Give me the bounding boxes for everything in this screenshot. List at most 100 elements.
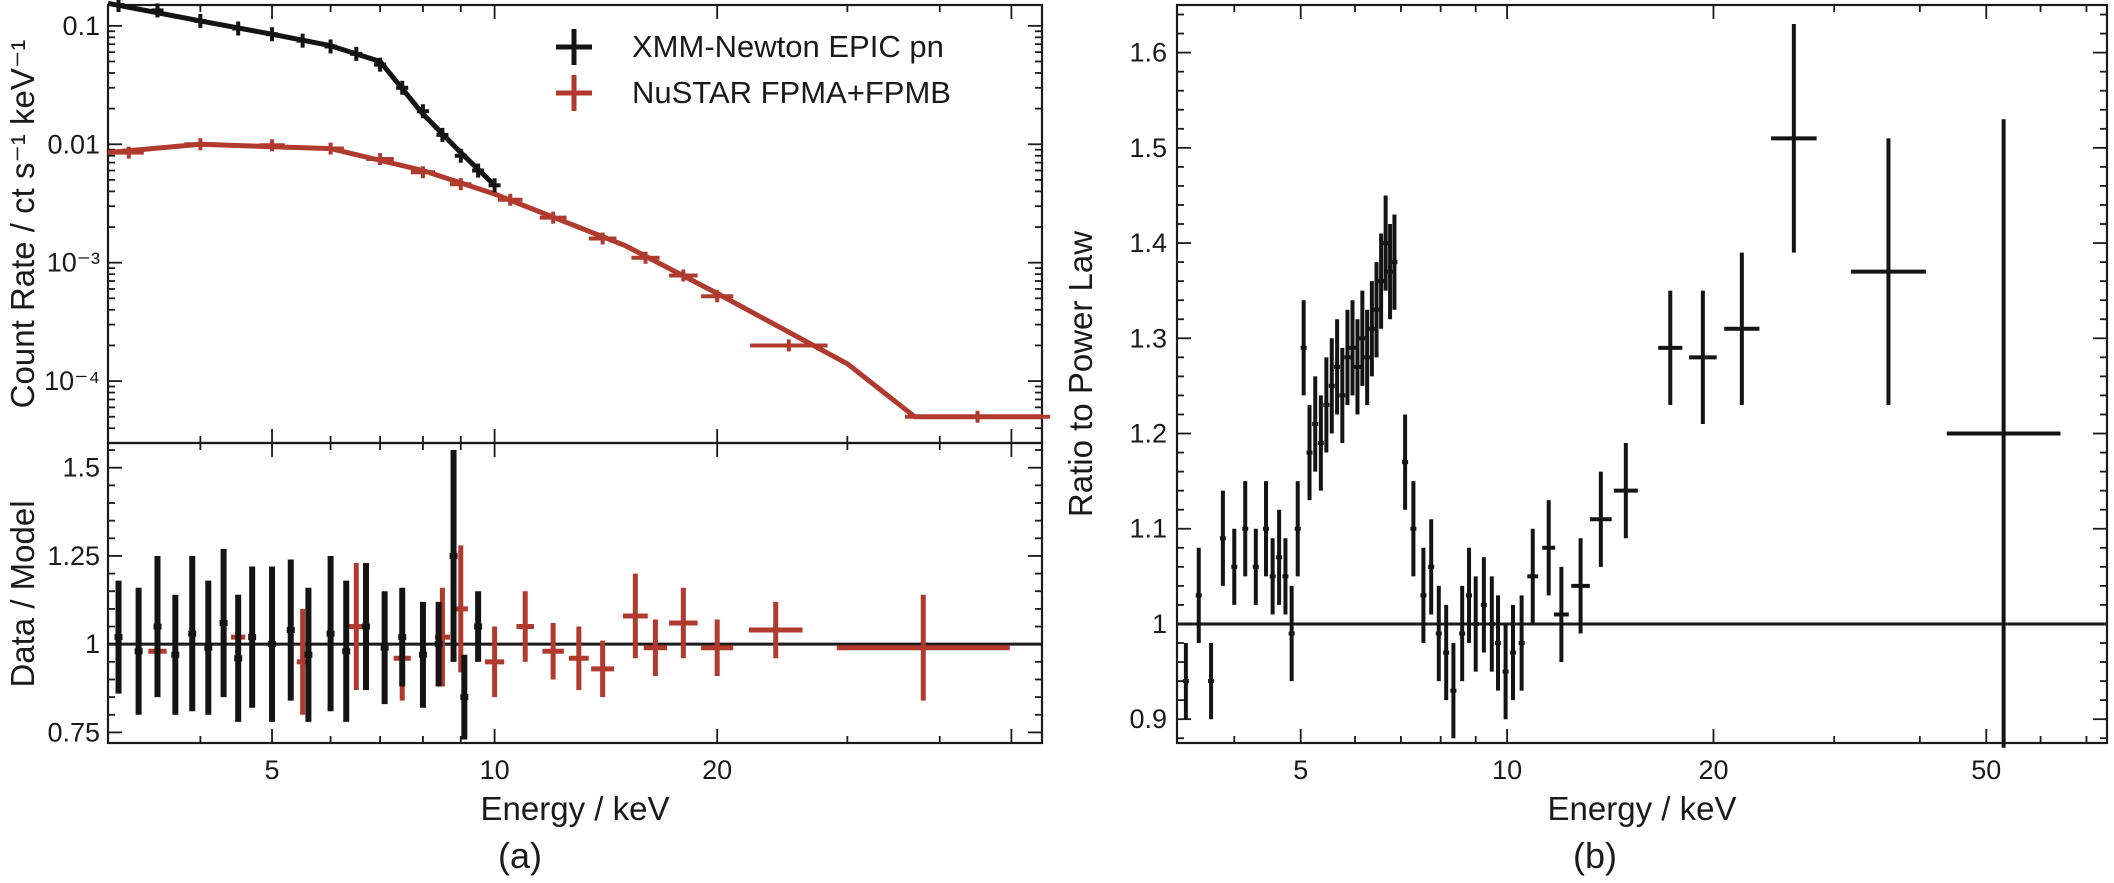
ratio-point-13: [1300, 300, 1307, 396]
xmm-point-4: [266, 27, 279, 42]
nustar-point-11: [669, 269, 698, 282]
nustar-point-7: [498, 193, 523, 206]
ratio-point-59: [1946, 119, 2061, 748]
ratio-point-47: [1518, 595, 1525, 691]
xmm-residual-17: [418, 601, 427, 708]
panel-b: 0.9 1 1.1 1.2 1.3 1.4 1.5 1.6 5 10 20 50 Ratio to …: [1062, 3, 2109, 876]
nustar-residual-11: [591, 640, 615, 698]
nustar-point-1: [184, 138, 217, 151]
ratio-point-35: [1428, 519, 1435, 615]
ratio-point-0: [1182, 643, 1189, 720]
y-tick-label: 0.75: [47, 717, 100, 747]
y-tick-label: 1.1: [1129, 514, 1167, 544]
panel-a-top-y-tick-labels: 0.1 0.01 10⁻³ 10⁻⁴: [44, 11, 100, 396]
ratio-point-9: [1276, 509, 1283, 605]
nustar-residual-8: [516, 591, 534, 662]
nustar-point-14: [904, 410, 1051, 423]
legend-symbol-nustar: [556, 75, 592, 111]
xmm-residual-10: [286, 559, 295, 701]
ratio-point-16: [1317, 395, 1324, 491]
ratio-point-29: [1382, 195, 1389, 291]
xmm-residual-19: [449, 450, 458, 662]
nustar-residual-13: [643, 619, 668, 676]
ratio-point-36: [1435, 585, 1442, 682]
ratio-point-38: [1450, 643, 1457, 739]
ratio-point-33: [1410, 481, 1417, 577]
ratio-point-42: [1480, 557, 1487, 653]
nustar-point-5: [410, 166, 435, 179]
xmm-point-13: [472, 163, 485, 178]
xmm-point-3: [232, 21, 245, 36]
xmm-model-line: [107, 0, 497, 188]
nustar-residual-12: [622, 573, 648, 659]
panel-a-x-axis-label: Energy / keV: [481, 790, 670, 827]
panel-b-x-axis-label: Energy / keV: [1548, 790, 1737, 827]
ratio-point-8: [1269, 538, 1276, 615]
caption-a: (a): [498, 835, 542, 876]
x-tick-label: 10: [1492, 755, 1522, 785]
xmm-point-6: [324, 39, 337, 54]
ratio-point-28: [1378, 233, 1385, 329]
ratio-point-50: [1553, 566, 1569, 663]
panel-a-top-ticks: [107, 5, 1042, 444]
y-tick-label: 1.6: [1129, 38, 1167, 68]
nustar-residual-14: [669, 587, 698, 659]
y-tick-label: 1: [85, 629, 100, 659]
xmm-residual-3: [171, 594, 180, 715]
y-tick-label: 1.5: [1129, 133, 1167, 163]
panel-b-frame: [1175, 3, 2109, 745]
xmm-residual-6: [219, 548, 228, 698]
ratio-point-20: [1339, 347, 1346, 444]
ratio-point-25: [1364, 309, 1371, 405]
legend-cross-nustar: [556, 75, 592, 111]
legend: XMM-Newton EPIC pn NuSTAR FPMA+FPMB: [556, 29, 951, 111]
ratio-point-18: [1328, 338, 1335, 434]
panel-a-bottom-x-tick-labels: 5 10 20: [265, 755, 733, 785]
legend-symbol-xmm: [556, 29, 592, 65]
ratio-point-48: [1527, 528, 1539, 624]
nustar-residual-17: [836, 594, 1010, 701]
ratio-point-32: [1402, 414, 1409, 510]
xmm-residual-0: [114, 580, 123, 694]
y-tick-label: 1: [1152, 609, 1167, 639]
nustar-residual-16: [748, 601, 803, 659]
nustar-residual-3: [348, 563, 364, 691]
xmm-residual-18: [434, 601, 443, 687]
xmm-point-12: [454, 148, 467, 163]
ratio-point-26: [1368, 281, 1375, 377]
ratio-point-15: [1312, 376, 1319, 472]
ratio-point-21: [1344, 309, 1351, 405]
xmm-residual-14: [362, 563, 371, 691]
panel-b-y-axis-label: Ratio to Power Law: [1062, 231, 1099, 517]
ratio-point-2: [1208, 643, 1215, 720]
nustar-point-12: [701, 290, 734, 303]
x-tick-label: 5: [265, 755, 280, 785]
xmm-point-9: [396, 80, 409, 95]
nustar-point-4: [366, 153, 394, 166]
nustar-residual-9: [542, 623, 564, 680]
panel-b-ticks: [1177, 5, 2107, 743]
panel-a-bottom-y-tick-labels: 0.75 1 1.25 1.5: [47, 453, 100, 748]
ratio-point-52: [1589, 471, 1612, 567]
ratio-point-17: [1323, 357, 1330, 453]
ratio-point-53: [1613, 443, 1638, 539]
ratio-point-37: [1443, 604, 1450, 701]
ratio-point-31: [1391, 214, 1398, 310]
xmm-residual-4: [188, 555, 197, 712]
ratio-point-34: [1420, 547, 1427, 644]
panel-a-bottom: 0.75 1 1.25 1.5 5 10 20 Data / Model Energy /…: [4, 441, 1044, 876]
x-tick-label: 5: [1293, 755, 1308, 785]
ratio-point-1: [1195, 547, 1202, 644]
panel-a-top: 0.1 0.01 10⁻³ 10⁻⁴ Count Rate / ct s⁻¹ keV⁻…: [4, 0, 1051, 445]
ratio-point-7: [1263, 481, 1270, 577]
panel-a-bottom-frame: [106, 441, 1044, 745]
y-tick-label: 10⁻³: [47, 248, 100, 278]
y-tick-label: 0.9: [1129, 704, 1167, 734]
nustar-residual-10: [568, 626, 589, 691]
panel-b-marks: [1177, 24, 2107, 748]
xmm-point-0: [112, 0, 125, 12]
ratio-point-5: [1242, 481, 1249, 577]
nustar-point-9: [588, 232, 617, 245]
panel-a-bottom-marks: [108, 450, 1042, 740]
ratio-point-6: [1252, 528, 1259, 605]
